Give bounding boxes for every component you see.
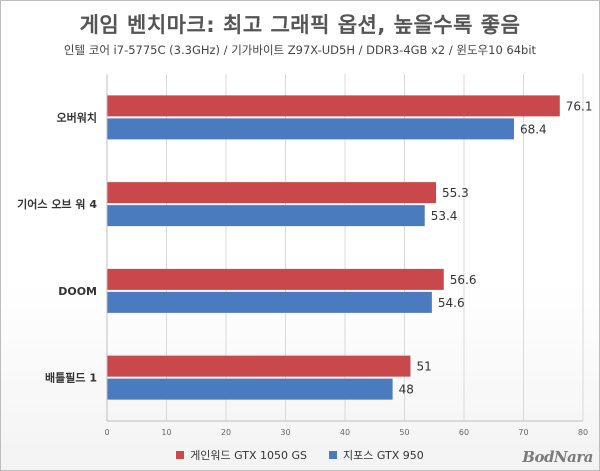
legend-label-series-1: 게인워드 GTX 1050 GS (190, 449, 308, 462)
x-tick-label: 40 (340, 428, 350, 437)
watermark: BodNara (522, 448, 593, 466)
data-label: 56.6 (450, 273, 477, 287)
bar-series-1 (107, 268, 444, 290)
legend-item-series-2: 지포스 GTX 950 (329, 447, 424, 463)
legend: 게인워드 GTX 1050 GS 지포스 GTX 950 (1, 447, 599, 463)
data-label: 68.4 (520, 122, 547, 136)
bar-series-2 (107, 378, 393, 400)
category-label: 오버워치 (57, 110, 97, 124)
bar-series-2 (107, 205, 425, 227)
legend-label-series-2: 지포스 GTX 950 (343, 449, 424, 462)
category-label: 배틀필드 1 (45, 371, 97, 385)
data-label: 55.3 (442, 186, 469, 200)
data-label: 76.1 (566, 99, 593, 113)
x-tick-label: 70 (518, 428, 528, 437)
bar-series-1 (107, 95, 560, 117)
bar-series-2 (107, 118, 514, 140)
chart-subtitle: 인텔 코어 i7-5775C (3.3GHz) / 기가바이트 Z97X-UD5… (63, 43, 537, 57)
x-tick-label: 80 (578, 428, 588, 437)
bar-series-1 (107, 182, 437, 204)
legend-item-series-1: 게인워드 GTX 1050 GS (176, 447, 307, 463)
bar-series-2 (107, 291, 432, 313)
category-label: DOOM (58, 285, 97, 298)
x-tick-label: 0 (104, 428, 109, 437)
x-tick-label: 10 (161, 428, 171, 437)
x-tick-label: 50 (399, 428, 409, 437)
bar-series-1 (107, 355, 411, 377)
data-label: 51 (416, 360, 431, 374)
x-tick-label: 60 (459, 428, 469, 437)
data-label: 53.4 (431, 209, 458, 223)
data-label: 54.6 (438, 296, 465, 310)
legend-swatch-series-1 (176, 451, 185, 459)
x-tick-label: 30 (280, 428, 290, 437)
chart-title: 게임 벤치마크: 최고 그래픽 옵션, 높을수록 좋음 (79, 13, 521, 37)
data-label: 48 (399, 383, 414, 397)
x-tick-label: 20 (221, 428, 231, 437)
category-label: 기어스 오브 워 4 (17, 197, 97, 211)
legend-swatch-series-2 (329, 451, 338, 459)
